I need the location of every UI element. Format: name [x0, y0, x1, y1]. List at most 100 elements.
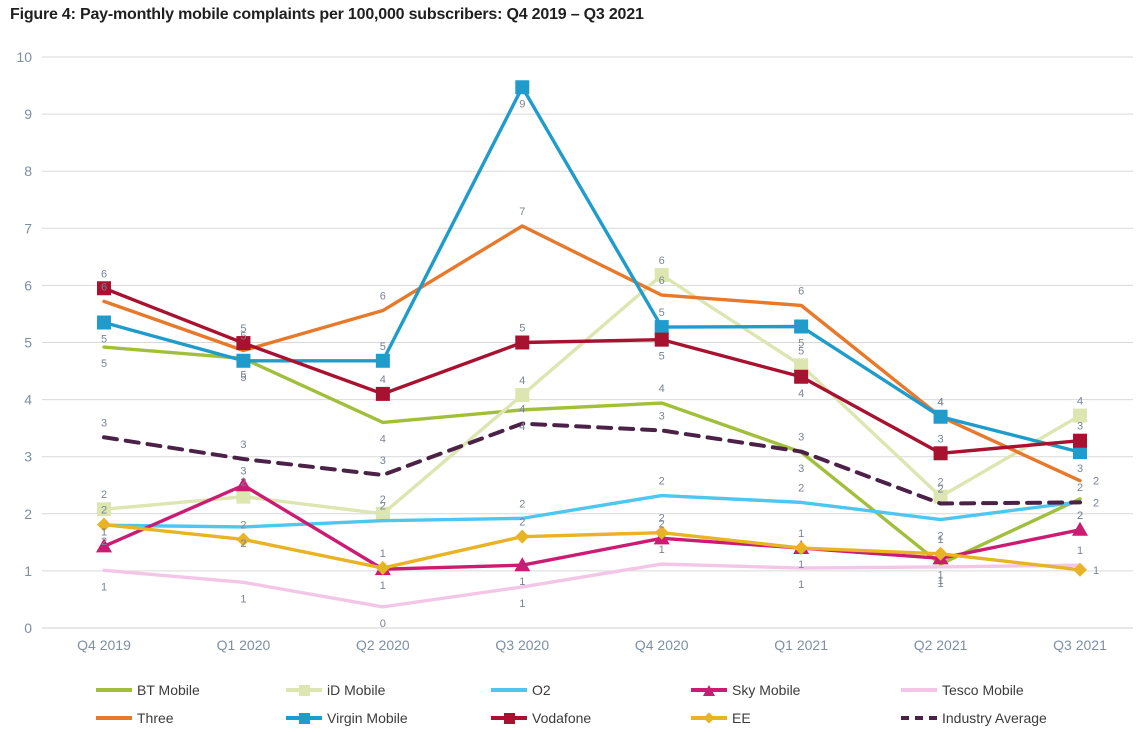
data-point-label: 1 — [798, 579, 804, 591]
data-point-label: 1 — [1093, 565, 1099, 577]
series-marker — [97, 281, 111, 296]
data-point-label: 4 — [519, 375, 525, 387]
data-point-label: 1 — [101, 581, 107, 593]
x-axis-tick-label: Q4 2020 — [635, 637, 689, 653]
data-point-label: 2 — [240, 519, 246, 531]
data-point-label: 1 — [938, 569, 944, 581]
data-point-label: 2 — [938, 531, 944, 543]
data-point-label: 3 — [101, 417, 107, 429]
series-line-three — [102, 224, 1082, 483]
series-marker — [236, 336, 251, 351]
x-axis-tick-label: Q2 2020 — [356, 637, 410, 653]
data-point-label: 1 — [938, 578, 944, 590]
data-point-label: 2 — [1077, 510, 1083, 522]
legend-item-industry-average[interactable]: Industry Average — [901, 704, 1101, 732]
legend-item-vodafone[interactable]: Vodafone — [491, 704, 691, 732]
data-point-label: 1 — [380, 548, 386, 560]
series-marker — [933, 489, 948, 504]
data-point-label: 2 — [1077, 482, 1083, 494]
data-point-label: 2 — [1093, 476, 1099, 488]
legend-item-virgin-mobile[interactable]: Virgin Mobile — [286, 704, 491, 732]
legend-item-three[interactable]: Three — [96, 704, 286, 732]
data-point-label: 5 — [380, 341, 386, 353]
x-axis-tick-label: Q1 2021 — [774, 637, 828, 653]
legend-item-o2[interactable]: O2 — [491, 676, 691, 704]
data-point-label: 3 — [240, 439, 246, 451]
data-point-label: 1 — [798, 559, 804, 571]
series-marker — [654, 268, 669, 283]
legend-item-bt-mobile[interactable]: BT Mobile — [96, 676, 286, 704]
series-marker — [1073, 408, 1087, 423]
data-point-label: 5 — [519, 323, 525, 335]
data-point-label: 3 — [938, 433, 944, 445]
data-point-label: 6 — [101, 268, 107, 280]
legend-item-sky-mobile[interactable]: Sky Mobile — [691, 676, 901, 704]
data-point-label: 2 — [519, 498, 525, 510]
data-point-label: 4 — [938, 397, 944, 409]
series-line-tesco-mobile — [102, 562, 1082, 609]
y-axis-tick-label: 1 — [24, 563, 32, 579]
y-axis-tick-label: 6 — [24, 277, 32, 293]
series-marker — [1073, 433, 1087, 448]
y-axis-tick-label: 0 — [24, 620, 32, 636]
series-line-ee — [102, 522, 1082, 572]
legend-label: Industry Average — [942, 710, 1047, 726]
legend-swatch-icon — [286, 710, 322, 726]
legend-label: Virgin Mobile — [327, 710, 408, 726]
series-line-industry-average — [102, 421, 1082, 506]
series-marker — [514, 557, 531, 572]
data-point-label: 2 — [1077, 510, 1083, 522]
series-line-o2 — [102, 493, 1082, 529]
legend-label: O2 — [532, 682, 551, 698]
y-axis-tick-label: 5 — [24, 335, 32, 351]
series-marker — [375, 506, 390, 521]
data-point-label: 1 — [659, 544, 665, 556]
data-point-label: 6 — [798, 285, 804, 297]
data-point-label: 1 — [1077, 545, 1083, 557]
data-point-label: 3 — [240, 465, 246, 477]
series-marker — [515, 335, 530, 350]
data-point-label: 2 — [240, 477, 246, 489]
series-marker — [654, 320, 669, 335]
data-point-label: 4 — [380, 433, 386, 445]
data-point-label: 2 — [1093, 497, 1099, 509]
x-axis-tick-label: Q4 2019 — [77, 637, 131, 653]
data-point-label: 2 — [380, 501, 386, 513]
data-point-label: 5 — [659, 307, 665, 319]
data-point-label: 3 — [1077, 463, 1083, 475]
series-marker — [794, 369, 809, 384]
data-point-label: 2 — [380, 494, 386, 506]
x-axis-tick-label: Q3 2021 — [1053, 637, 1107, 653]
x-axis-tick-label: Q1 2020 — [217, 637, 271, 653]
data-point-label: 1 — [240, 593, 246, 605]
series-marker — [933, 409, 948, 424]
data-point-label: 2 — [101, 489, 107, 501]
legend-swatch-icon — [96, 710, 132, 726]
data-point-label: 2 — [240, 538, 246, 550]
data-point-label: 2 — [101, 505, 107, 517]
y-axis-tick-label: 3 — [24, 449, 32, 465]
data-point-label: 4 — [938, 397, 944, 409]
data-point-label: 2 — [938, 484, 944, 496]
legend-item-tesco-mobile[interactable]: Tesco Mobile — [901, 676, 1101, 704]
legend-label: Tesco Mobile — [942, 682, 1024, 698]
data-point-label: 9 — [519, 98, 525, 110]
legend-label: iD Mobile — [327, 682, 386, 698]
series-line-sky-mobile — [102, 483, 1082, 571]
data-point-label: 4 — [380, 374, 386, 386]
data-point-label: 1 — [519, 598, 525, 610]
series-marker — [375, 386, 390, 401]
series-marker — [515, 388, 530, 403]
legend-swatch-icon — [691, 682, 727, 698]
data-point-label: 5 — [240, 372, 246, 384]
legend-item-ee[interactable]: EE — [691, 704, 901, 732]
legend-label: Vodafone — [532, 710, 592, 726]
legend-item-id-mobile[interactable]: iD Mobile — [286, 676, 491, 704]
y-axis-tick-label: 7 — [24, 220, 32, 236]
data-point-label: 3 — [659, 410, 665, 422]
legend-swatch-icon — [691, 710, 727, 726]
legend-swatch-icon — [901, 710, 937, 726]
legend-swatch-icon — [286, 682, 322, 698]
series-marker — [236, 489, 251, 504]
series-marker — [235, 477, 252, 492]
